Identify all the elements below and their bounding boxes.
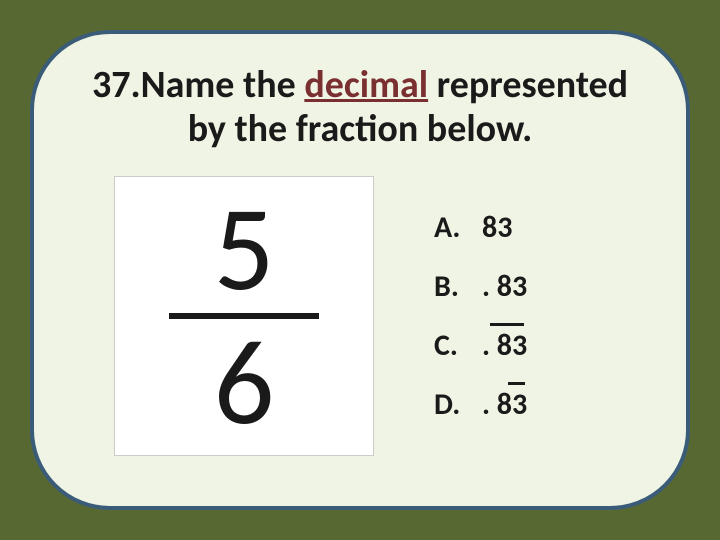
choice-value-text: . 83 (482, 327, 527, 364)
choice-a[interactable]: A. 83 (434, 209, 527, 246)
choice-d[interactable]: D. . 83 (434, 386, 527, 423)
question-underlined: decimal (304, 62, 428, 108)
choice-letter: D. (434, 386, 482, 423)
choice-value-text: . 83 (482, 386, 527, 423)
question-number: 37. (92, 62, 141, 108)
choice-value-text: . 83 (482, 268, 527, 305)
choice-value: . 83 (482, 386, 527, 423)
choice-value: . 83 (482, 268, 527, 305)
choice-value: . 83 (482, 327, 527, 364)
answer-choices: A. 83 B. . 83 C. . 83 D. (434, 209, 527, 423)
choice-c[interactable]: C. . 83 (434, 327, 527, 364)
repeat-bar-icon (508, 382, 525, 385)
fraction-denominator: 6 (214, 323, 275, 443)
question-card: 37.Name the decimal represented by the f… (30, 30, 690, 510)
choice-value: 83 (482, 209, 512, 246)
choice-letter: A. (434, 209, 482, 246)
fraction-numerator: 5 (214, 189, 275, 309)
choice-b[interactable]: B. . 83 (434, 268, 527, 305)
choice-letter: B. (434, 268, 482, 305)
fraction-display: 5 6 (114, 176, 374, 456)
choice-letter: C. (434, 327, 482, 364)
choice-value-text: 83 (482, 209, 512, 246)
question-text: 37.Name the decimal represented by the f… (74, 64, 646, 151)
question-prefix: Name the (141, 62, 305, 108)
content-area: 5 6 A. 83 B. . 83 C. . 83 (74, 176, 646, 456)
repeat-bar-icon (490, 323, 524, 326)
